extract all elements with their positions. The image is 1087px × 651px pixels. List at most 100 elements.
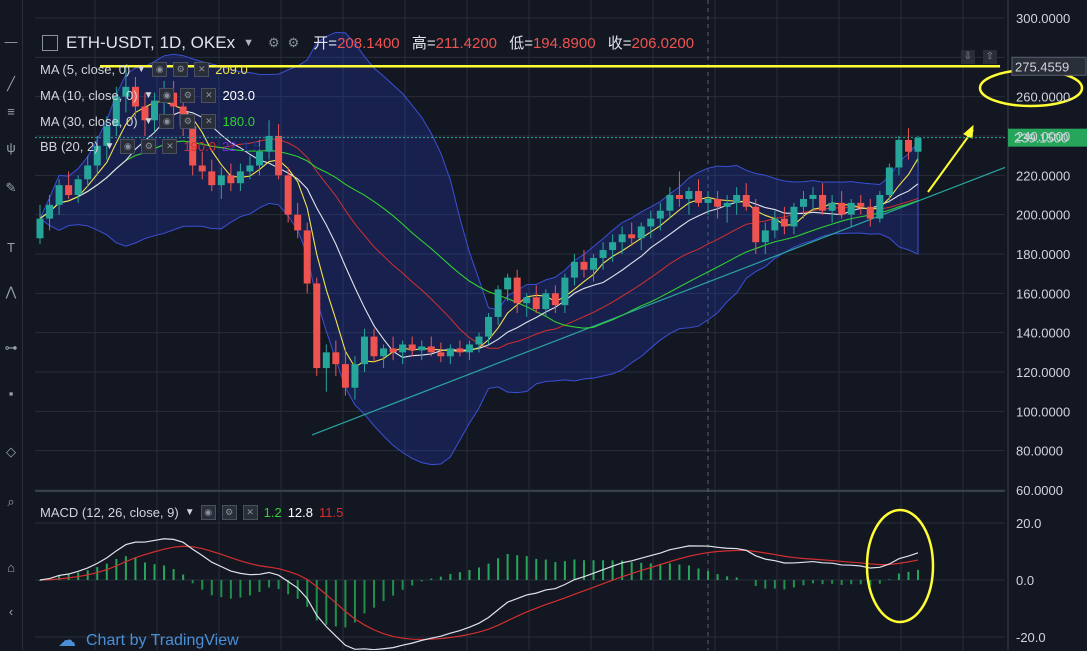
legend-ma10[interactable]: MA (10, close, 0)▼ ◉⚙✕ 203.0 bbox=[40, 88, 255, 103]
gear-icon[interactable]: ⚙ bbox=[222, 505, 237, 520]
candle-body bbox=[705, 199, 712, 203]
high-value: 211.4200 bbox=[436, 35, 497, 52]
bb-value-3: 1.5 bbox=[242, 139, 260, 154]
magnifier-icon[interactable]: ⌕ bbox=[3, 494, 19, 510]
macd-bar bbox=[898, 574, 900, 580]
price-tick-label: 180.0000 bbox=[1016, 247, 1070, 262]
macd-bar bbox=[144, 562, 146, 580]
macd-value-1: 1.2 bbox=[264, 505, 282, 520]
ma30-label: MA (30, close, 0) bbox=[40, 114, 138, 129]
gear-icon[interactable]: ⚙ bbox=[141, 139, 156, 154]
gear-icon[interactable]: ⚙ bbox=[173, 62, 188, 77]
macd-bar bbox=[230, 580, 232, 599]
settings-icon[interactable]: ⚙ bbox=[268, 35, 280, 51]
gear-icon[interactable]: ⚙ bbox=[288, 35, 300, 51]
eraser-icon[interactable]: ◇ bbox=[3, 444, 19, 460]
candle-body bbox=[332, 352, 339, 364]
ma10-value: 203.0 bbox=[222, 88, 255, 103]
candle-body bbox=[542, 293, 549, 309]
symbol-title[interactable]: ETH-USDT, 1D, OKEx bbox=[66, 33, 235, 53]
macd-bar bbox=[516, 555, 518, 580]
macd-bar bbox=[239, 580, 241, 598]
scroll-down-icon[interactable]: ⇩ bbox=[961, 50, 975, 64]
eye-icon[interactable]: ◉ bbox=[120, 139, 135, 154]
candle-body bbox=[447, 348, 454, 356]
macd-bar bbox=[535, 559, 537, 580]
close-icon[interactable]: ✕ bbox=[194, 62, 209, 77]
close-icon[interactable]: ✕ bbox=[201, 88, 216, 103]
macd-bar bbox=[163, 565, 165, 580]
pitchfork-icon[interactable]: ψ bbox=[3, 140, 19, 156]
trendline-icon[interactable]: ╱ bbox=[3, 76, 19, 92]
macd-bar bbox=[764, 580, 766, 589]
brush-icon[interactable]: ✎ bbox=[3, 180, 19, 196]
macd-bar bbox=[726, 576, 728, 580]
candle-body bbox=[800, 199, 807, 207]
candle-body bbox=[666, 195, 673, 211]
candle-body bbox=[495, 289, 502, 317]
legend-ma30[interactable]: MA (30, close, 0)▼ ◉⚙✕ 180.0 bbox=[40, 114, 255, 129]
text-icon[interactable]: T bbox=[3, 240, 19, 256]
crosshair-icon[interactable]: — bbox=[3, 34, 19, 50]
legend-macd[interactable]: MACD (12, 26, close, 9)▼ ◉⚙✕ 1.2 12.8 11… bbox=[40, 505, 343, 520]
macd-bar bbox=[154, 564, 156, 580]
macd-bar bbox=[879, 580, 881, 584]
macd-bar bbox=[115, 559, 117, 580]
close-icon[interactable]: ✕ bbox=[162, 139, 177, 154]
zoom-icon[interactable]: ▪ bbox=[3, 386, 19, 402]
candle-body bbox=[733, 195, 740, 203]
low-value: 194.8900 bbox=[533, 35, 596, 52]
legend-ma5[interactable]: MA (5, close, 0)▼ ◉⚙✕ 209.0 bbox=[40, 62, 248, 77]
candle-body bbox=[390, 348, 397, 352]
macd-bar bbox=[459, 572, 461, 580]
candle-body bbox=[724, 203, 731, 207]
chevron-down-icon[interactable]: ▼ bbox=[243, 37, 254, 49]
close-icon[interactable]: ✕ bbox=[243, 505, 258, 520]
macd-bar bbox=[688, 565, 690, 580]
ma5-value: 209.0 bbox=[215, 62, 248, 77]
hline-icon[interactable]: ≡ bbox=[3, 104, 19, 120]
candle-body bbox=[838, 203, 845, 215]
gear-icon[interactable]: ⚙ bbox=[180, 114, 195, 129]
macd-bar bbox=[841, 580, 843, 585]
candle-body bbox=[819, 195, 826, 211]
collapse-legend-icon[interactable] bbox=[42, 35, 58, 51]
bb-value-2: 22 bbox=[222, 139, 236, 154]
candle-body bbox=[285, 175, 292, 214]
ohlc-readout: 开=208.1400 高=211.4200 低=194.8900 收=206.0… bbox=[313, 32, 702, 53]
macd-bar bbox=[554, 562, 556, 580]
price-tick-label: 160.0000 bbox=[1016, 286, 1070, 301]
pattern-icon[interactable]: ⋀ bbox=[3, 284, 19, 300]
open-label: 开= bbox=[313, 35, 337, 52]
close-icon[interactable]: ✕ bbox=[201, 114, 216, 129]
candle-body bbox=[227, 175, 234, 183]
price-tick-label: 240.0000 bbox=[1016, 129, 1070, 144]
eye-icon[interactable]: ◉ bbox=[159, 88, 174, 103]
eye-icon[interactable]: ◉ bbox=[159, 114, 174, 129]
footer-brand[interactable]: Chart by TradingView bbox=[86, 632, 239, 650]
lock-icon[interactable]: ⌂ bbox=[3, 560, 19, 576]
price-tick-label: 140.0000 bbox=[1016, 326, 1070, 341]
eye-icon[interactable]: ◉ bbox=[201, 505, 216, 520]
price-tick-label: 120.0000 bbox=[1016, 365, 1070, 380]
collapse-icon[interactable]: ‹ bbox=[3, 604, 19, 620]
price-tick-label: 200.0000 bbox=[1016, 208, 1070, 223]
gear-icon[interactable]: ⚙ bbox=[180, 88, 195, 103]
eye-icon[interactable]: ◉ bbox=[152, 62, 167, 77]
macd-bar bbox=[363, 580, 365, 613]
candle-body bbox=[867, 207, 874, 219]
scroll-up-icon[interactable]: ⇧ bbox=[983, 50, 997, 64]
low-label: 低= bbox=[509, 35, 533, 52]
macd-bar bbox=[802, 580, 804, 585]
candle-body bbox=[514, 278, 521, 304]
candle-body bbox=[743, 195, 750, 207]
candle-body bbox=[886, 167, 893, 195]
legend-bb[interactable]: BB (20, 2)▼ ◉⚙✕ 190.0 22 1.5 bbox=[40, 139, 261, 154]
macd-tick-label: 20.0 bbox=[1016, 516, 1041, 531]
measure-icon[interactable]: ⊶ bbox=[3, 340, 19, 356]
macd-value-2: 12.8 bbox=[288, 505, 313, 520]
macd-bar bbox=[822, 580, 824, 584]
macd-bar bbox=[325, 580, 327, 625]
footer: ☁ Chart by TradingView bbox=[58, 630, 239, 651]
